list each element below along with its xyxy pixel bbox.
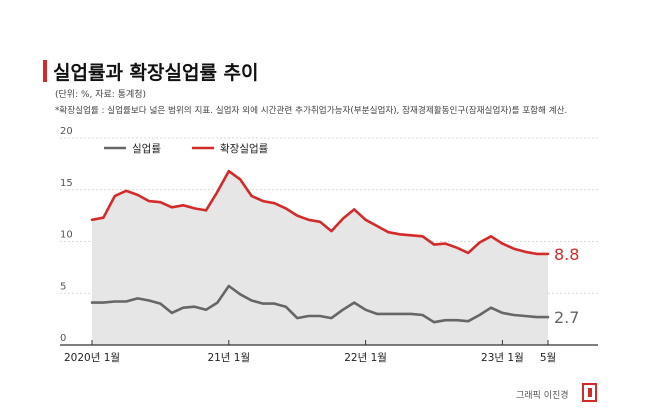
unit-source-note: (단위: %, 자료: 통계청) (55, 90, 147, 100)
y-tick-label: 20 (60, 126, 73, 137)
y-tick-label: 0 (60, 333, 66, 344)
legend-label-1: 확장실업률 (220, 142, 269, 155)
area-layer (92, 171, 548, 345)
graphic-credit: 그래픽 이진경 (516, 391, 569, 401)
publisher-logo-icon (582, 383, 597, 402)
x-tick-label: 23년 1월 (481, 352, 524, 364)
y-tick-label: 5 (60, 281, 66, 292)
series-line-0 (90, 284, 550, 324)
label-layer: 2.7 8.8 (554, 245, 579, 327)
legend-label-0: 실업률 (132, 142, 161, 155)
line-layer (90, 169, 550, 324)
title-accent-bar (43, 60, 47, 82)
series-end-label-1: 8.8 (554, 245, 579, 264)
legend: 실업률 확장실업률 (104, 142, 269, 155)
axis-layer: 0 5 10 15 20 2020년 1월 21년 1월 22년 1월 23년 1월 5월 (60, 126, 598, 364)
series-line-1 (90, 169, 550, 256)
y-tick-label: 10 (60, 230, 73, 241)
footnote: *확장실업률 : 실업률보다 넓은 범위의 지표. 실업자 외에 시간관련 추가… (55, 106, 568, 116)
x-tick-label: 2020년 1월 (64, 352, 120, 364)
chart-title: 실업률과 확장실업률 추이 (53, 62, 259, 84)
x-tick-label: 5월 (540, 352, 556, 364)
series-end-label-0: 2.7 (554, 308, 579, 327)
area-fill (92, 171, 548, 345)
x-tick-label: 22년 1월 (344, 352, 387, 364)
x-tick-label: 21년 1월 (207, 352, 250, 364)
y-tick-label: 15 (60, 178, 73, 189)
